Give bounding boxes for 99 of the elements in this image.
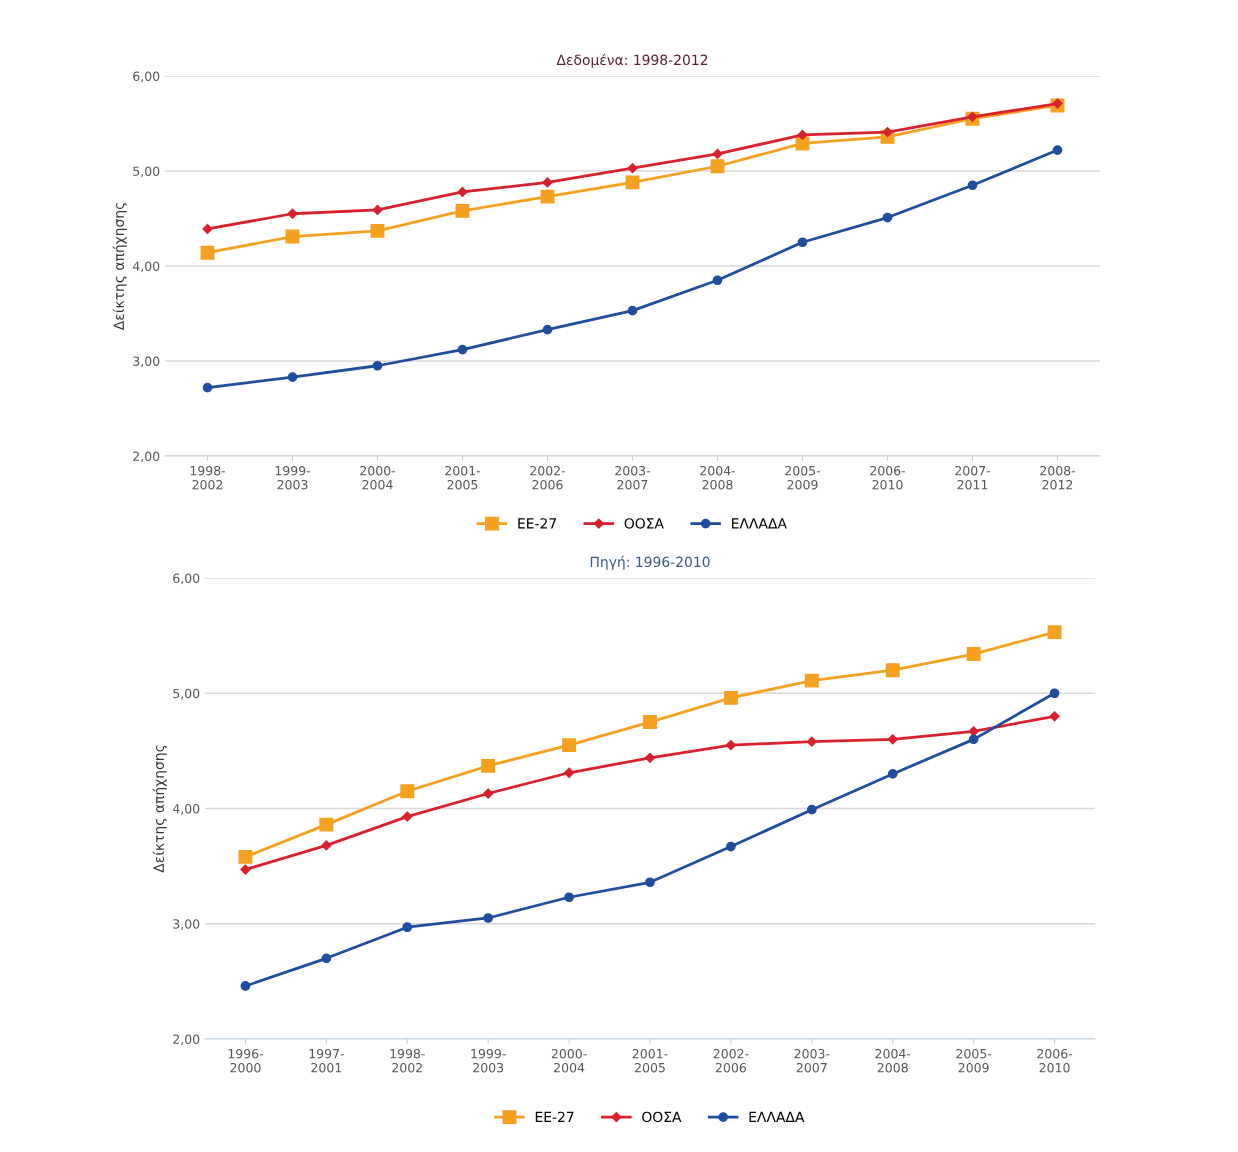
x-tick-label: 2003- 2007 xyxy=(794,1048,830,1073)
point xyxy=(457,186,468,198)
legend-label: ΟΟΣΑ xyxy=(624,518,664,529)
y-tick-label: 3,00 xyxy=(133,356,160,368)
point xyxy=(483,913,494,923)
point xyxy=(1049,711,1060,722)
x-tick-label: 2002- 2006 xyxy=(713,1048,749,1073)
point xyxy=(726,841,736,852)
x-tick-label: 2007- 2011 xyxy=(955,465,991,490)
point xyxy=(806,804,817,815)
point xyxy=(712,275,723,286)
point xyxy=(240,864,251,875)
x-tick-label: 1996- 2000 xyxy=(228,1048,264,1073)
y-tick-label: 2,00 xyxy=(133,451,160,463)
point xyxy=(564,892,574,903)
legend-label: ΕΛΛΑΔΑ xyxy=(732,518,787,529)
x-tick-label: 2002- 2006 xyxy=(530,465,566,490)
point xyxy=(287,208,298,219)
point xyxy=(710,159,725,174)
point xyxy=(1047,625,1062,640)
point xyxy=(287,372,298,383)
point xyxy=(1052,98,1063,109)
point xyxy=(1049,688,1060,699)
point xyxy=(712,148,723,160)
point xyxy=(804,673,819,688)
y-tick-label: 2,00 xyxy=(173,1034,200,1046)
x-tick-label: 2003- 2007 xyxy=(615,465,651,490)
point xyxy=(400,784,415,799)
legend-label: ΕΕ-27 xyxy=(535,1111,574,1122)
point xyxy=(542,177,553,188)
x-tick-label: 2005- 2009 xyxy=(956,1048,992,1073)
point xyxy=(372,360,383,371)
point xyxy=(625,175,640,190)
x-tick-label: 1997- 2001 xyxy=(309,1048,344,1073)
point xyxy=(885,663,900,678)
y-tick-label: 4,00 xyxy=(172,803,200,815)
x-tick-label: 2001- 2005 xyxy=(632,1048,668,1073)
point xyxy=(643,715,657,730)
point xyxy=(806,736,817,747)
point xyxy=(202,382,213,393)
y-axis-title: Δείκτης απήχησης xyxy=(152,745,167,873)
point xyxy=(481,758,496,773)
x-tick-label: 2004- 2008 xyxy=(700,465,736,490)
point xyxy=(455,203,470,218)
legend-label: ΕΛΛΑΔΑ xyxy=(749,1111,805,1122)
point xyxy=(319,817,334,832)
x-tick-label: 1999- 2003 xyxy=(275,465,311,490)
y-tick-label: 6,00 xyxy=(133,71,160,83)
point xyxy=(967,111,978,122)
x-tick-label: 2008- 2012 xyxy=(1040,465,1076,490)
legend-label: ΕΕ-27 xyxy=(518,518,556,529)
point xyxy=(240,981,251,991)
point xyxy=(797,129,808,141)
point xyxy=(645,877,655,888)
point xyxy=(968,734,979,745)
y-tick-label: 5,00 xyxy=(133,166,160,178)
point xyxy=(797,237,808,248)
y-axis-title: Δείκτης απήχησης xyxy=(112,203,127,331)
x-tick-label: 2000- 2004 xyxy=(360,465,396,490)
point xyxy=(457,344,468,355)
point xyxy=(540,189,555,204)
x-tick-label: 2006- 2010 xyxy=(870,465,906,490)
x-tick-label: 1999- 2003 xyxy=(471,1048,506,1073)
point xyxy=(887,734,898,745)
point xyxy=(542,324,553,335)
y-tick-label: 6,00 xyxy=(173,573,200,585)
point xyxy=(238,849,253,864)
y-tick-label: 5,00 xyxy=(173,688,200,700)
point xyxy=(562,738,577,753)
x-tick-label: 1998- 2002 xyxy=(390,1048,425,1073)
point xyxy=(370,223,385,238)
chart-title: Πηγή: 1996-2010 xyxy=(590,555,710,570)
x-tick-label: 2004- 2008 xyxy=(875,1048,911,1073)
point xyxy=(563,767,575,778)
point xyxy=(483,788,494,799)
point xyxy=(402,811,413,822)
x-tick-label: 2005- 2009 xyxy=(785,465,821,490)
point xyxy=(644,752,656,763)
point xyxy=(723,690,738,705)
point xyxy=(725,739,737,751)
x-tick-label: 1998- 2002 xyxy=(190,465,226,490)
point xyxy=(967,180,978,191)
legend-label: ΟΟΣΑ xyxy=(642,1111,682,1123)
x-tick-label: 2006- 2010 xyxy=(1037,1048,1073,1073)
point xyxy=(1052,145,1063,155)
x-tick-label: 2001- 2005 xyxy=(445,465,481,490)
chart-title: Δεδομένα: 1998-2012 xyxy=(556,53,708,68)
point xyxy=(321,840,332,851)
point xyxy=(200,245,215,260)
point xyxy=(402,922,413,933)
point xyxy=(882,212,893,223)
x-tick-label: 2000- 2004 xyxy=(551,1048,587,1073)
y-tick-label: 3,00 xyxy=(173,919,200,930)
point xyxy=(627,305,638,316)
y-tick-label: 4,00 xyxy=(132,261,160,273)
point xyxy=(887,769,898,779)
point xyxy=(966,647,981,662)
point xyxy=(321,953,332,964)
point xyxy=(627,163,638,174)
